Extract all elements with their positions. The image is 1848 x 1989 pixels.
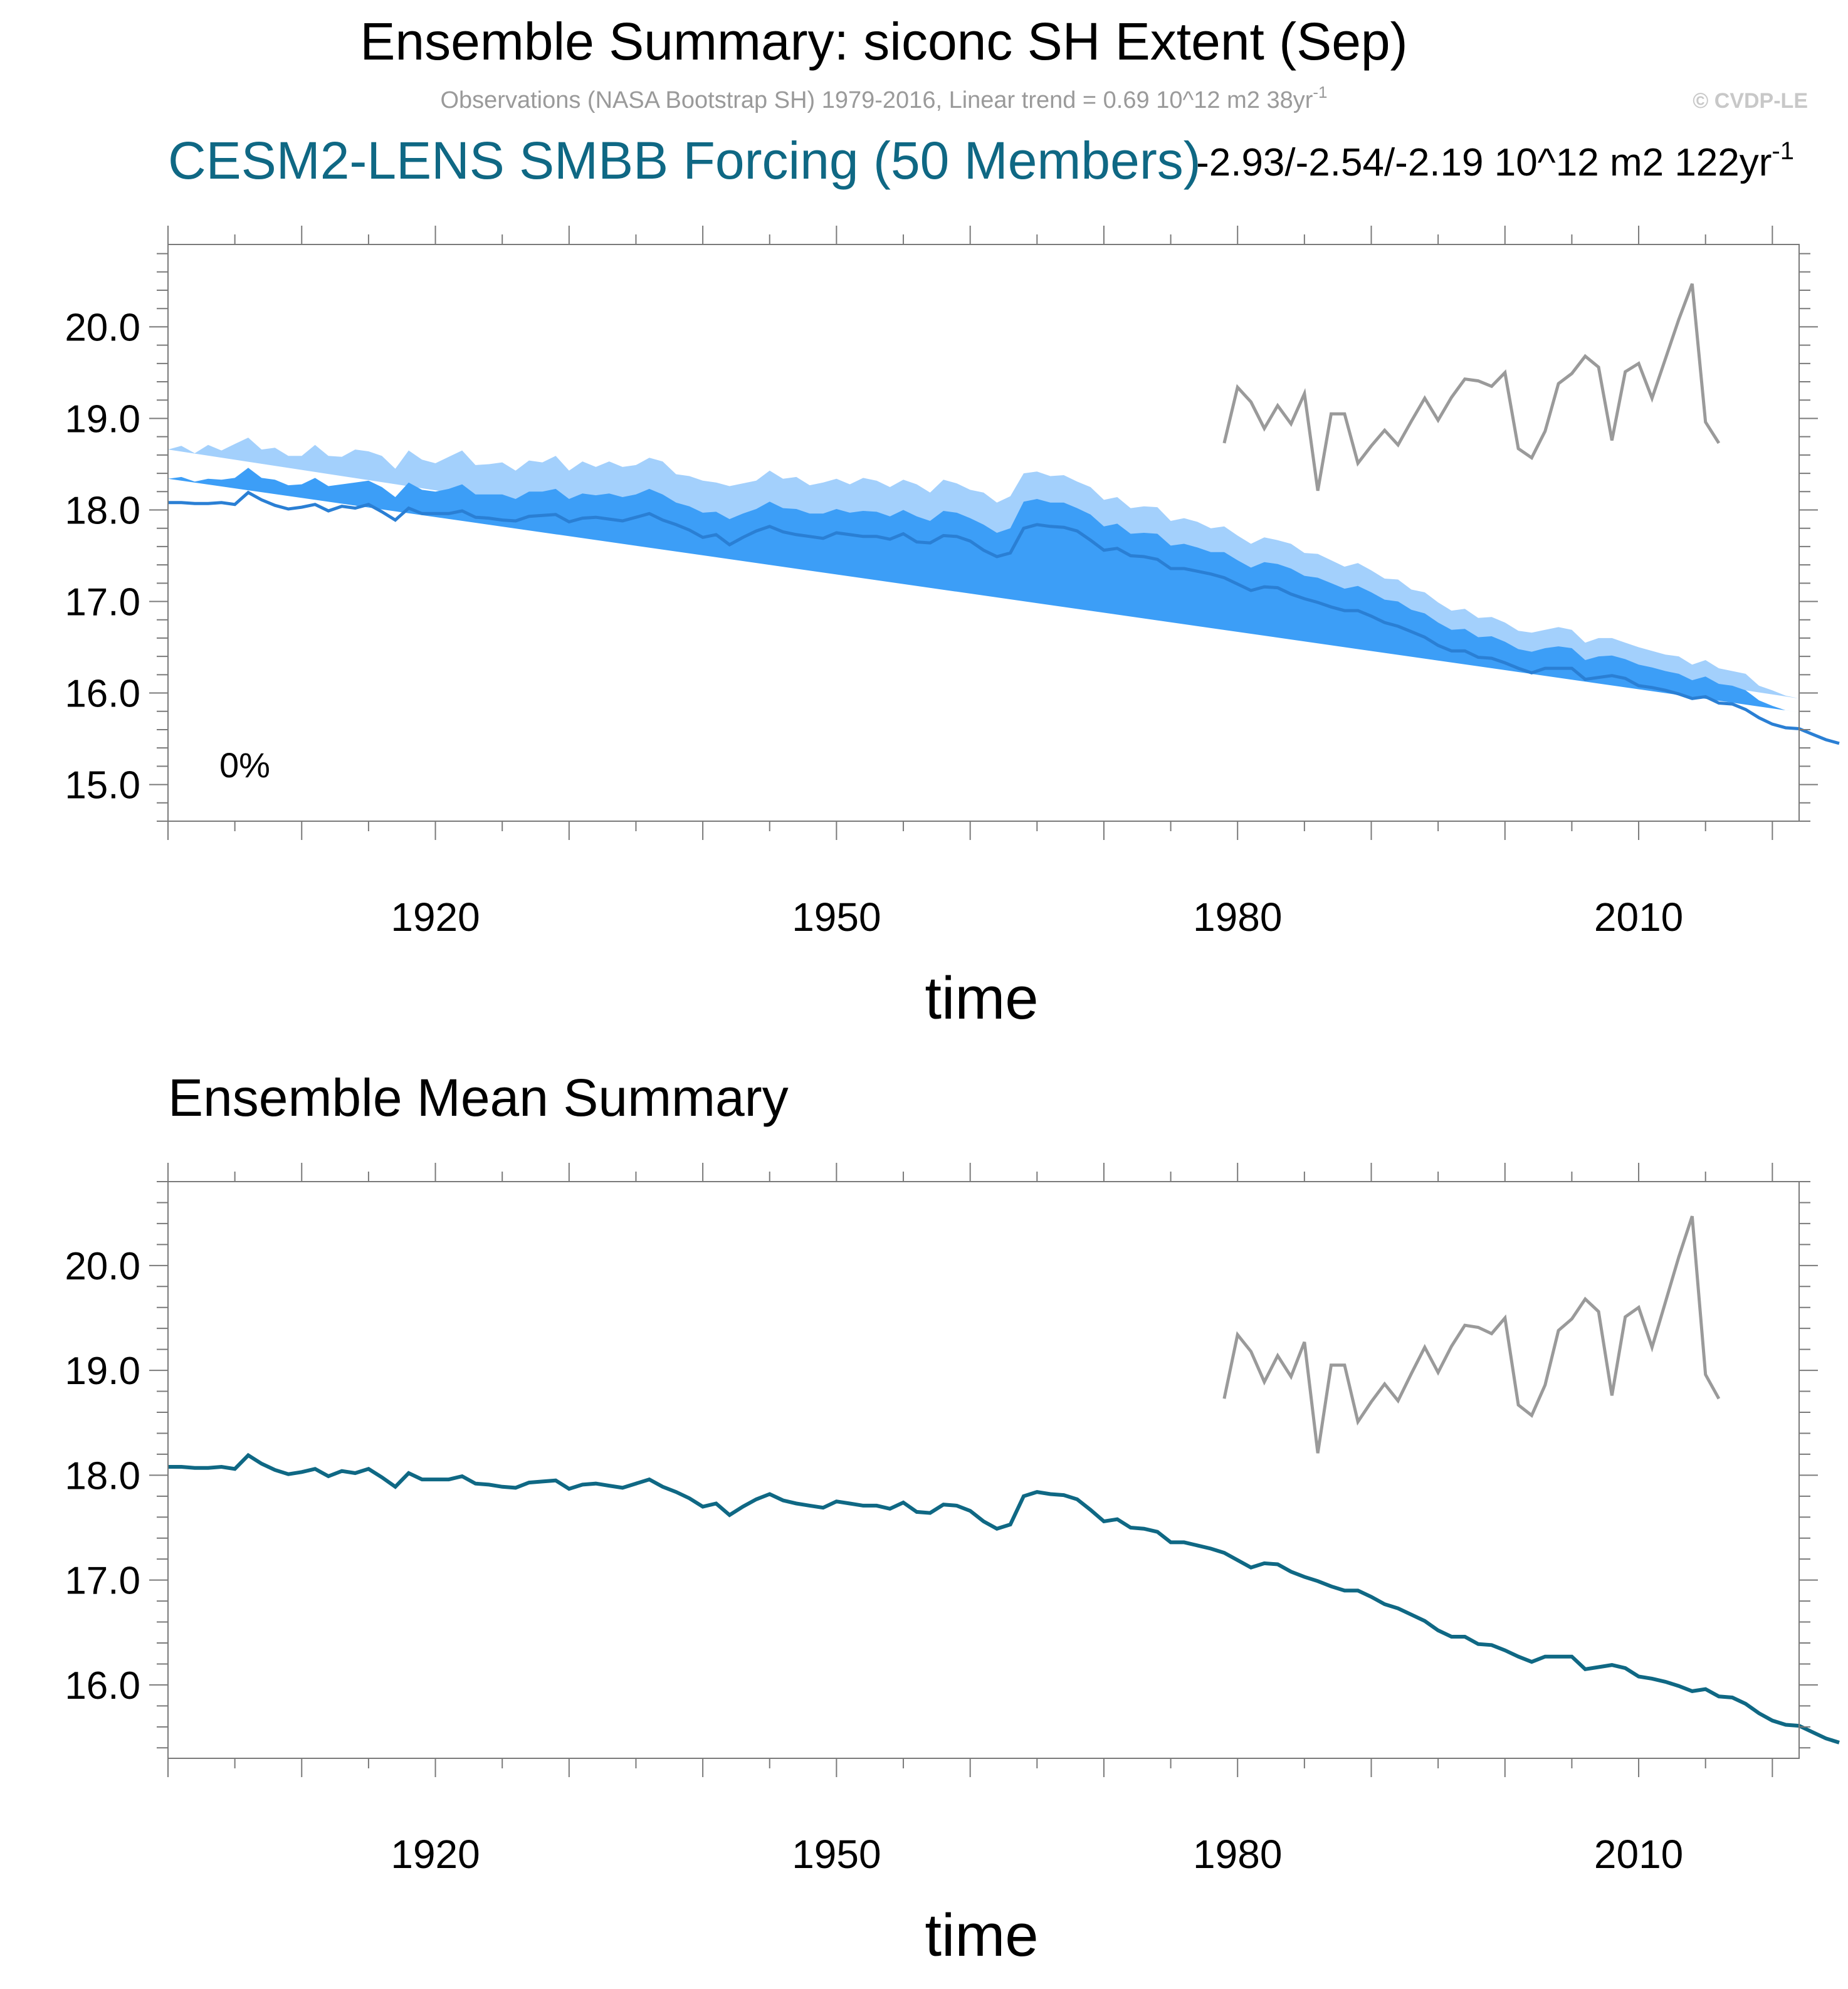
plot-frame [167,1181,1800,1759]
ensemble-mean-line [168,1452,1840,1745]
model-title: CESM2-LENS SMBB Forcing (50 Members) [168,131,1201,190]
observations-line [1222,1215,1721,1454]
x-tick-label: 2010 [1594,895,1683,940]
x-tick-label: 2010 [1594,1832,1683,1877]
x-tick-label: 1920 [391,1832,480,1877]
y-tick-label: 20.0 [65,1245,140,1288]
figure-title: Ensemble Summary: siconc SH Extent (Sep) [360,12,1407,71]
x-tick-label: 1980 [1193,1832,1282,1877]
ensemble-mean-xlabel: time [925,1902,1038,1969]
copyright-label: © CVDP-LE [1693,89,1808,113]
y-tick-label: 17.0 [65,1560,140,1603]
y-tick-label: 17.0 [65,581,140,624]
y-tick-label: 16.0 [65,1664,140,1708]
observations-line [1222,283,1721,491]
x-tick-label: 1950 [792,895,881,940]
trend-range-label: -2.93/-2.54/-2.19 10^12 m2 122yr-1 [1196,137,1794,184]
observations-subtitle-sup: -1 [1313,83,1327,102]
trend-range-sup: -1 [1772,137,1794,165]
ensemble-summary-axes: 1920 1950 1980 2010 15.0 16.0 17.0 18.0 19.0 20.0 [65,226,1818,940]
ensemble-mean-title: Ensemble Mean Summary [168,1068,789,1127]
y-tick-label: 19.0 [65,1350,140,1393]
observations-subtitle: Observations (NASA Bootstrap SH) 1979-20… [440,83,1327,113]
y-tick-label: 18.0 [65,1454,140,1498]
percent-annotation: 0% [219,745,270,785]
y-tick-label: 16.0 [65,673,140,716]
y-tick-label: 18.0 [65,489,140,532]
observations-subtitle-text: Observations (NASA Bootstrap SH) 1979-20… [440,87,1313,113]
ensemble-inner-band [168,468,1799,713]
ensemble-summary-panel: 1920 1950 1980 2010 15.0 16.0 17.0 18.0 19.0 20.0… [65,226,1840,1032]
ensemble-mean-line [168,490,1840,745]
ensemble-summary-xlabel: time [925,965,1038,1032]
y-tick-label: 19.0 [65,397,140,441]
y-tick-label: 20.0 [65,306,140,349]
x-tick-label: 1920 [391,895,480,940]
ensemble-mean-panel: Ensemble Mean Summary 1920 1950 1980 2010 16… [65,1068,1840,1969]
ensemble-mean-axes: 1920 1950 1980 2010 16.0 17.0 18.0 19.0 20.0 [65,1163,1818,1877]
x-tick-label: 1950 [792,1832,881,1877]
x-tick-label: 1980 [1193,895,1282,940]
trend-range-text: -2.93/-2.54/-2.19 10^12 m2 122yr [1196,141,1772,184]
y-tick-label: 15.0 [65,764,140,807]
plot-frame [167,244,1800,822]
